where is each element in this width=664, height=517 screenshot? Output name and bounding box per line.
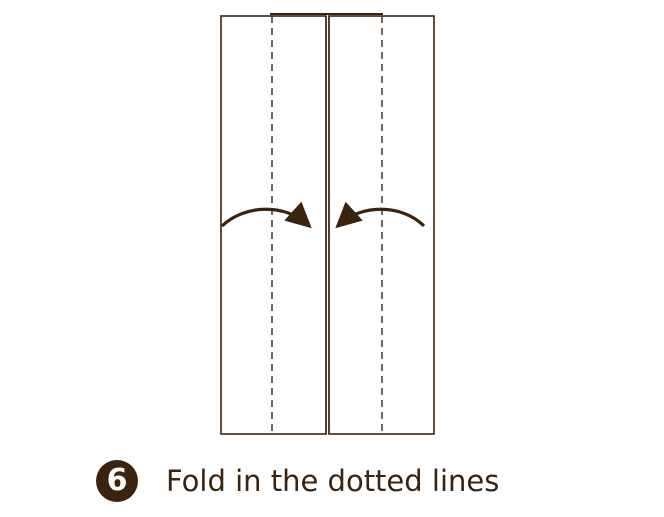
curved-arrow-right-icon (220, 201, 312, 229)
paper-left-panel (220, 15, 327, 435)
step-instruction: Fold in the dotted lines (166, 464, 500, 498)
step-number-badge: 6 (96, 460, 138, 502)
curved-arrow-left-icon (335, 201, 426, 229)
